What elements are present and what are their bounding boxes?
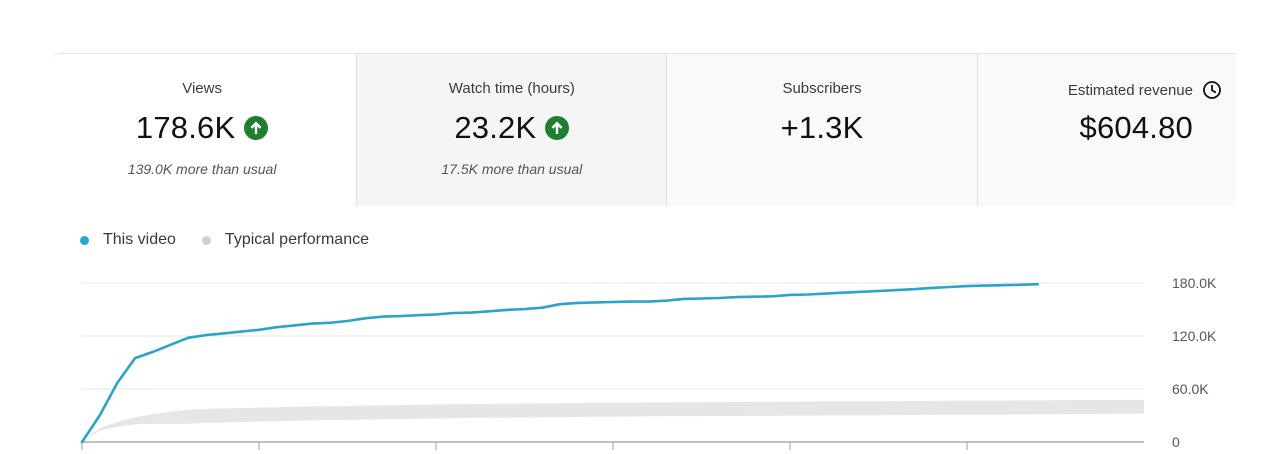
views-label: Views: [182, 80, 222, 97]
typical-swatch: [201, 235, 211, 245]
views-value: 178.6K: [135, 110, 236, 145]
watch-time-comparison: 17.5K more than usual: [441, 161, 583, 177]
legend-label-this-video: This video: [103, 231, 176, 248]
watch-time-label: Watch time (hours): [448, 80, 575, 97]
watch-time-value: 23.2K: [454, 110, 537, 145]
revenue-label-row: Estimated revenue: [1068, 80, 1222, 100]
chart-legend: This video Typical performance: [80, 231, 395, 249]
subscribers-label: Subscribers: [782, 80, 862, 97]
y-axis-ticks: 180.0K 120.0K 60.0K 0: [1172, 275, 1217, 450]
legend-item-this-video[interactable]: This video: [80, 231, 176, 249]
clock-icon[interactable]: [1202, 80, 1222, 100]
views-card[interactable]: Views 178.6K 139.0K more than usual: [48, 54, 357, 206]
subscribers-card[interactable]: Subscribers +1.3K: [666, 54, 977, 206]
revenue-label: Estimated revenue: [1067, 81, 1193, 99]
metric-cards: Views 178.6K 139.0K more than usual Watc…: [48, 53, 1236, 206]
y-tick-label: 180.0K: [1172, 275, 1217, 291]
watch-time-card[interactable]: Watch time (hours) 23.2K 17.5K more than…: [356, 54, 667, 206]
this-video-swatch: [80, 235, 89, 245]
y-tick-label: 120.0K: [1172, 328, 1217, 344]
x-axis-ticks: [81, 442, 968, 450]
legend-item-typical[interactable]: Typical performance: [201, 231, 369, 249]
views-comparison: 139.0K more than usual: [127, 161, 277, 177]
subscribers-value: +1.3K: [780, 110, 864, 145]
this-video-line[interactable]: [80, 282, 1040, 444]
revenue-card[interactable]: Estimated revenue $604.80: [976, 54, 1236, 206]
legend-label-typical: Typical performance: [224, 231, 369, 248]
revenue-value: $604.80: [1079, 110, 1193, 145]
y-tick-label: 0: [1172, 434, 1180, 450]
typical-performance-band: [82, 399, 1144, 442]
y-tick-label: 60.0K: [1172, 381, 1209, 397]
up-arrow-circle-icon: [545, 116, 570, 140]
up-arrow-circle-icon: [244, 116, 269, 140]
